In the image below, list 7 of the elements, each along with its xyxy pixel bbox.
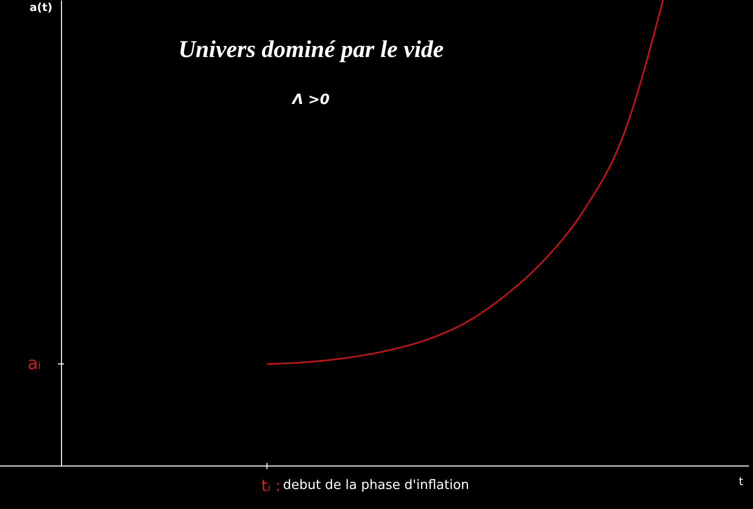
text: tᵢ : — [261, 476, 281, 495]
text: Λ >0 — [291, 92, 330, 108]
text: debut de la phase d'inflation — [283, 478, 470, 493]
text: aᵢ — [28, 354, 41, 374]
text: Univers dominé par le vide — [178, 37, 444, 63]
text: a(t) — [30, 1, 52, 14]
text: t — [738, 475, 744, 488]
